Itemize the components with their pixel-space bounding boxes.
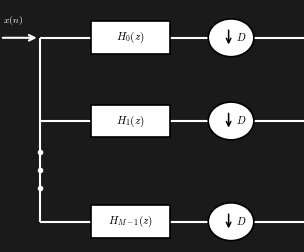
Text: $D$: $D$	[236, 114, 246, 127]
Circle shape	[208, 203, 254, 241]
Text: $H_0(z)$: $H_0(z)$	[116, 30, 145, 45]
Text: $H_1(z)$: $H_1(z)$	[116, 113, 145, 129]
Text: $D$: $D$	[236, 215, 246, 227]
FancyBboxPatch shape	[91, 105, 170, 137]
Text: $D$: $D$	[236, 31, 246, 43]
Text: $x(n)$: $x(n)$	[3, 14, 23, 27]
Circle shape	[208, 19, 254, 57]
FancyBboxPatch shape	[91, 205, 170, 238]
Text: $H_{M-1}(z)$: $H_{M-1}(z)$	[108, 214, 153, 229]
FancyBboxPatch shape	[91, 21, 170, 54]
Circle shape	[208, 102, 254, 140]
